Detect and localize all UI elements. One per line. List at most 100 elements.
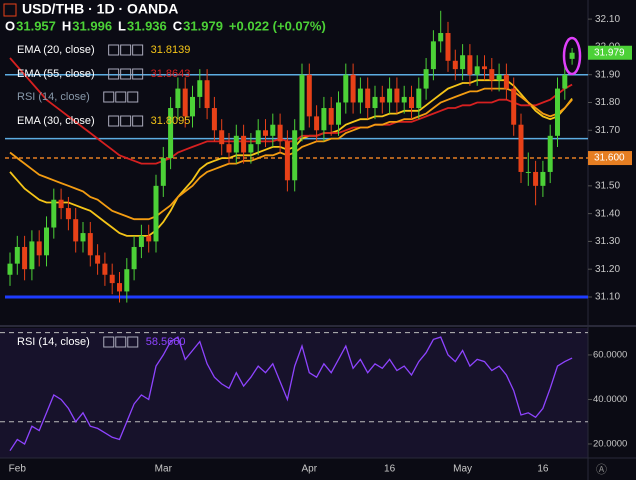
highlight-circle	[562, 36, 582, 76]
legend-button[interactable]	[132, 115, 144, 127]
y-tick-label: 31.80	[595, 97, 620, 108]
y-tick-label: 31.20	[595, 264, 620, 275]
candle-body	[409, 96, 414, 109]
y-tick-label: 32.10	[595, 14, 620, 25]
y-tick-label: 31.90	[595, 69, 620, 80]
candle-body	[58, 199, 64, 209]
candle-body	[255, 130, 261, 145]
rsi-y-tick-label: 60.0000	[593, 349, 627, 360]
rsi-y-tick-label: 40.0000	[593, 394, 627, 405]
candle-body	[525, 171, 531, 173]
symbol-icon	[3, 3, 17, 17]
candle-body	[306, 74, 312, 117]
ema-line	[9, 57, 573, 165]
candle-body	[219, 130, 225, 145]
legend-button[interactable]	[103, 91, 115, 103]
y-tick-label: 31.10	[595, 292, 620, 303]
legend-name: EMA (30, close)	[17, 115, 95, 127]
legend-button[interactable]	[120, 115, 132, 127]
candle-body	[518, 124, 524, 172]
candle-body	[138, 235, 144, 247]
candle-body	[357, 88, 363, 103]
last-price-label: 31.979	[594, 47, 625, 58]
x-tick-label: 16	[384, 464, 396, 475]
candle-body	[438, 33, 444, 42]
candle-body	[350, 74, 356, 103]
candle-body	[503, 74, 509, 89]
legend-button[interactable]	[108, 115, 120, 127]
legend-button[interactable]	[132, 68, 144, 80]
candle-body	[44, 227, 49, 256]
rsi-pane	[0, 328, 588, 458]
candle-body	[51, 199, 57, 228]
candle-body	[175, 88, 181, 109]
candle-body	[248, 144, 254, 153]
marks: 31.1031.2031.3031.4031.5031.6031.7031.80…	[0, 10, 627, 475]
legend-name: EMA (20, close)	[17, 44, 95, 56]
candle-body	[423, 69, 429, 89]
legend-button[interactable]	[103, 336, 115, 348]
candle-body	[533, 171, 539, 186]
ohlc-key: L	[118, 18, 126, 33]
legend-button[interactable]	[115, 336, 127, 348]
legend-button[interactable]	[115, 91, 127, 103]
candle-body	[153, 185, 159, 242]
ohlc-key: H	[62, 18, 71, 33]
candle-body	[36, 241, 42, 256]
ohlc-value: 31.957	[16, 18, 56, 33]
x-tick-label: 16	[537, 464, 549, 475]
timezone-icon[interactable]: Ⓐ	[596, 463, 607, 476]
legend-value: 31.8139	[151, 44, 191, 56]
level-tag-label: 31.600	[594, 153, 625, 164]
candle-body	[467, 55, 473, 75]
candle-body	[416, 88, 422, 109]
rsi-y-tick-label: 20.0000	[593, 438, 627, 449]
y-tick-label: 31.50	[595, 180, 620, 191]
ohlc-value: 31.979	[183, 18, 223, 33]
candle-body	[146, 235, 152, 242]
y-tick-label: 31.40	[595, 208, 620, 219]
candle-body	[160, 158, 166, 186]
legend-button[interactable]	[120, 44, 132, 56]
y-tick-label: 31.70	[595, 125, 620, 136]
level-tag	[588, 151, 632, 166]
candle-body	[387, 88, 393, 103]
candle-body	[321, 108, 327, 131]
legend-button[interactable]	[108, 68, 120, 80]
candle-body	[226, 144, 232, 153]
x-tick-label: Mar	[155, 464, 173, 475]
candle-body	[474, 66, 480, 75]
candle-body	[87, 233, 93, 256]
legend-button[interactable]	[127, 336, 139, 348]
legend-value: 31.8095	[151, 115, 191, 127]
candle-body	[394, 88, 400, 103]
legend-button[interactable]	[127, 91, 139, 103]
candle-body	[124, 269, 130, 292]
candle-body	[117, 283, 122, 292]
candle-body	[22, 246, 28, 270]
x-tick-label: Feb	[9, 464, 27, 475]
candle-body	[65, 208, 71, 220]
candle-body	[569, 52, 575, 59]
candle-body	[489, 69, 495, 81]
legend-button[interactable]	[120, 68, 132, 80]
candle-body	[460, 55, 466, 70]
x-tick-label: Apr	[302, 464, 318, 475]
ema-line	[9, 87, 573, 221]
candle-body	[241, 135, 247, 153]
legend-button[interactable]	[132, 44, 144, 56]
candle-body	[102, 263, 108, 275]
rsi-line	[9, 336, 573, 452]
legend-value: 31.8643	[151, 68, 191, 80]
candle-body	[445, 33, 451, 61]
candle-body	[270, 124, 276, 136]
candle-body	[343, 74, 349, 103]
candle-body	[401, 96, 407, 103]
legend-button[interactable]	[108, 44, 120, 56]
ema-line	[9, 79, 573, 237]
candle-body	[328, 108, 334, 125]
candle-body	[379, 96, 385, 103]
candle-body	[482, 66, 487, 70]
